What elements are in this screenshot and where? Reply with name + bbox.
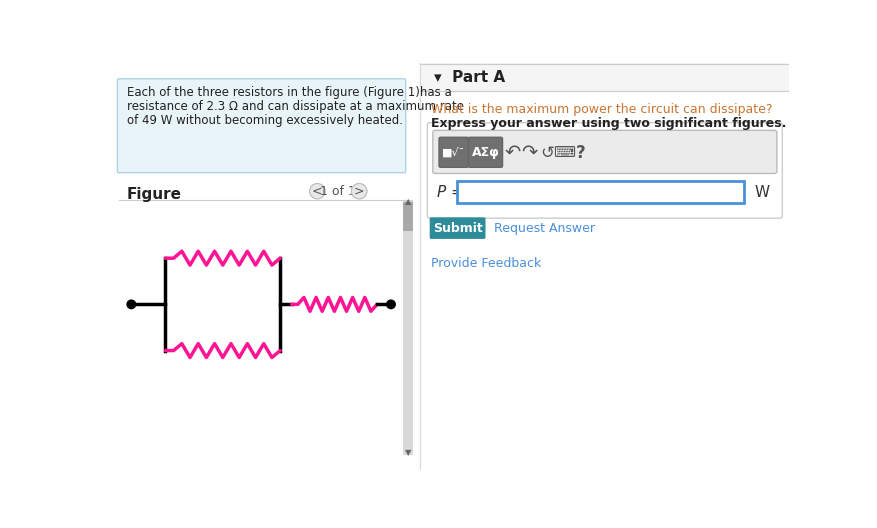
Text: Request Answer: Request Answer (494, 222, 595, 234)
Bar (419, 63, 789, 91)
Text: Express your answer using two significant figures.: Express your answer using two significan… (431, 117, 787, 130)
Circle shape (127, 300, 136, 308)
Bar (457, 181, 744, 203)
FancyBboxPatch shape (118, 79, 406, 173)
Circle shape (387, 300, 396, 308)
Text: ■√¯: ■√¯ (442, 147, 466, 158)
Text: What is the maximum power the circuit can dissipate?: What is the maximum power the circuit ca… (431, 103, 773, 116)
Text: resistance of 2.3 Ω and can dissipate at a maximum rate: resistance of 2.3 Ω and can dissipate at… (126, 100, 464, 114)
Text: P =: P = (437, 185, 464, 200)
Text: >: > (354, 185, 365, 197)
Text: ↺: ↺ (539, 144, 553, 162)
Text: Figure: Figure (126, 186, 182, 202)
Text: ▼: ▼ (405, 448, 411, 457)
Bar (403, 201, 413, 455)
Text: W: W (754, 185, 769, 200)
FancyBboxPatch shape (430, 218, 486, 239)
FancyBboxPatch shape (427, 122, 782, 218)
Text: ↷: ↷ (522, 143, 538, 162)
Text: ?: ? (576, 144, 586, 162)
FancyBboxPatch shape (433, 130, 777, 174)
Circle shape (352, 184, 367, 199)
Text: <: < (312, 185, 323, 197)
Text: ▾  Part A: ▾ Part A (433, 70, 504, 84)
Text: AΣφ: AΣφ (472, 146, 499, 159)
FancyBboxPatch shape (468, 137, 503, 167)
Text: 1 of 1: 1 of 1 (320, 185, 356, 197)
Text: Submit: Submit (432, 222, 482, 234)
Text: Provide Feedback: Provide Feedback (431, 257, 541, 270)
Text: Each of the three resistors in the figure (Figure 1)has a: Each of the three resistors in the figur… (126, 87, 452, 99)
Circle shape (310, 184, 325, 199)
Bar (403, 202, 413, 231)
FancyBboxPatch shape (439, 137, 468, 167)
Text: ↶: ↶ (504, 143, 521, 162)
Text: ⌨: ⌨ (553, 145, 574, 160)
Text: ▲: ▲ (405, 197, 411, 206)
Text: of 49 W without becoming excessively heated.: of 49 W without becoming excessively hea… (126, 114, 403, 127)
